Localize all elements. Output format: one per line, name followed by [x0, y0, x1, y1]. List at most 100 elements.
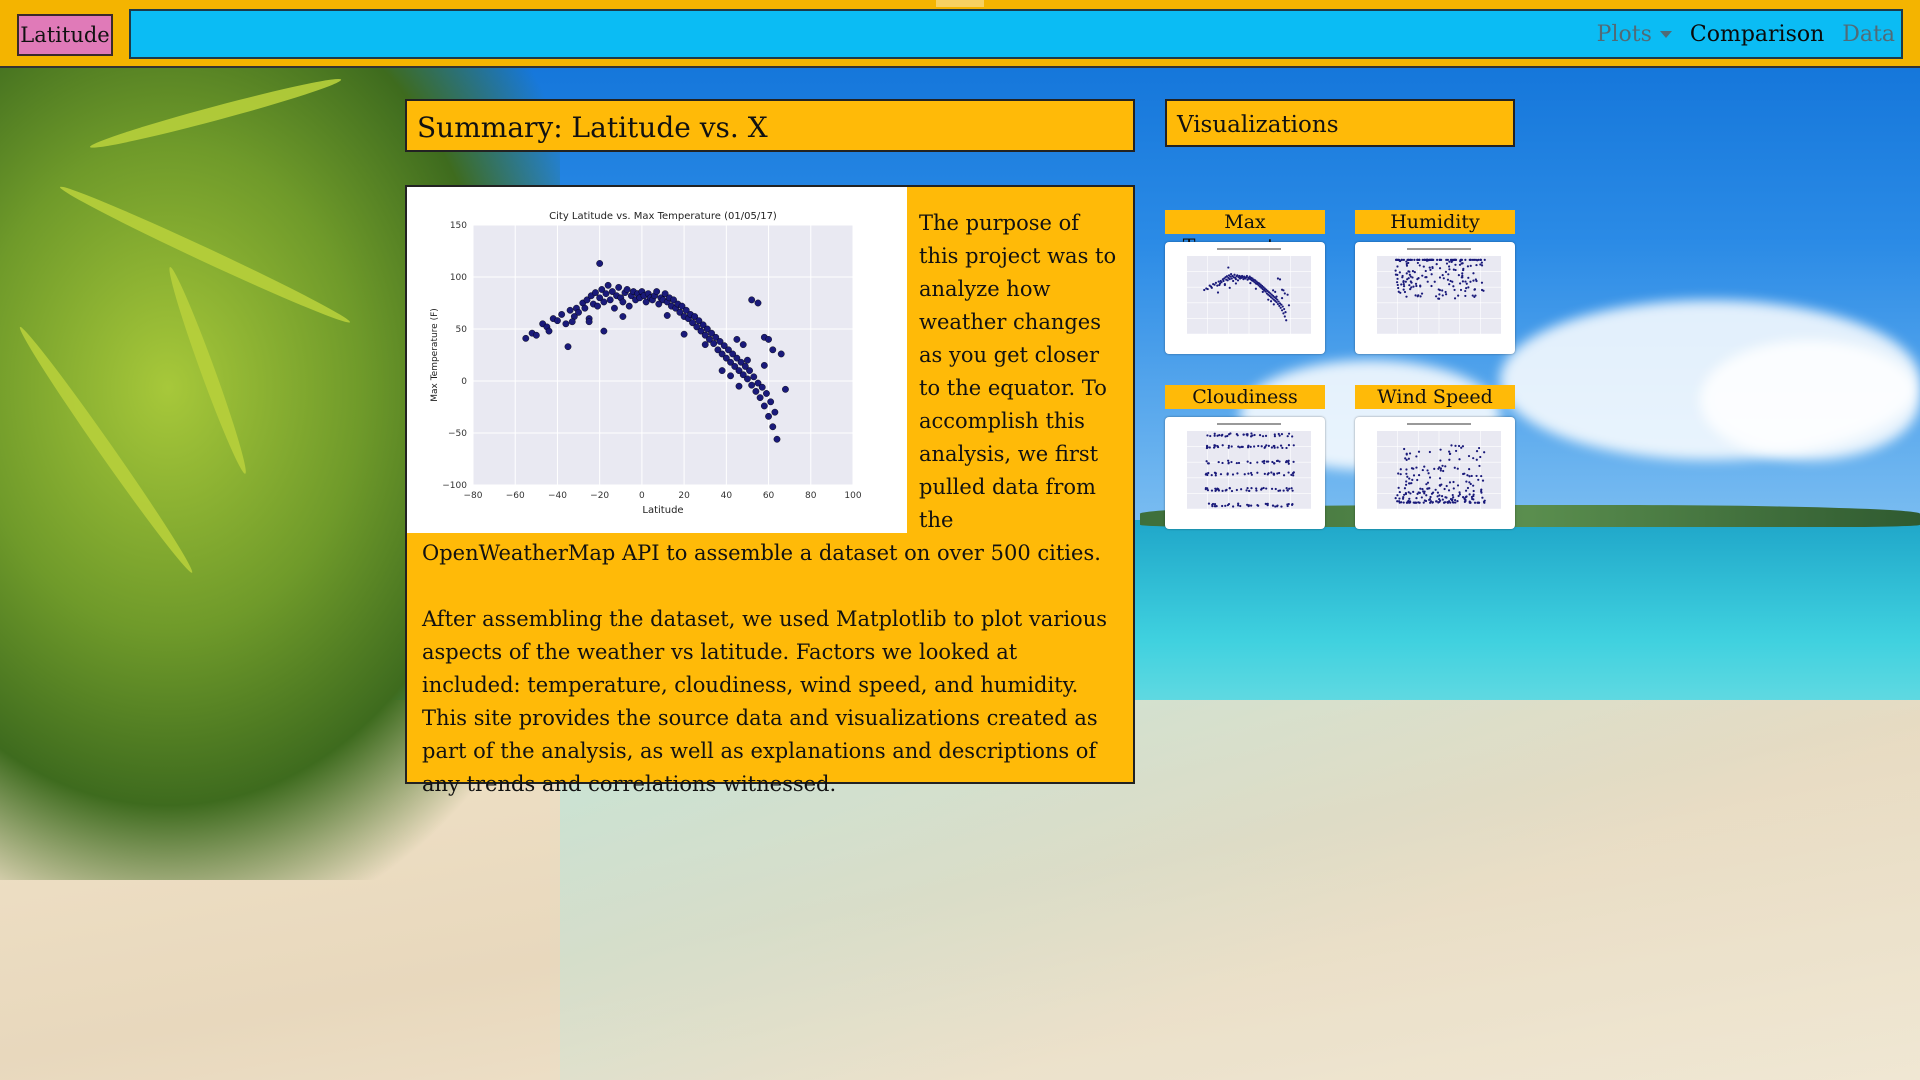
- thumb-point: [1227, 459, 1230, 462]
- thumb-point: [1280, 505, 1283, 508]
- viz-thumb-wind-speed[interactable]: [1355, 417, 1515, 529]
- nav-plots-dropdown[interactable]: Plots: [1597, 22, 1672, 47]
- data-point: [731, 363, 739, 370]
- data-point: [598, 286, 606, 293]
- thumb-point: [1464, 289, 1467, 293]
- summary-paragraph: The purpose of this project was to analy…: [422, 211, 1117, 565]
- thumb-point: [1399, 473, 1402, 476]
- thumb-point: [1257, 444, 1260, 448]
- thumb-point: [1421, 468, 1424, 472]
- thumb-point: [1219, 473, 1223, 476]
- thumb-point: [1470, 474, 1473, 478]
- thumb-point: [1287, 432, 1291, 435]
- thumb-point: [1473, 501, 1477, 504]
- thumb-point: [1454, 263, 1457, 266]
- x-tick-label: −80: [464, 491, 483, 501]
- thumb-point: [1256, 471, 1259, 474]
- thumb-point: [1477, 478, 1480, 481]
- thumb-point: [1275, 301, 1278, 304]
- viz-thumb-max-temperature[interactable]: [1165, 242, 1325, 354]
- viz-thumb-cloudiness[interactable]: [1165, 417, 1325, 529]
- data-point: [682, 306, 690, 314]
- thumb-point: [1402, 501, 1405, 504]
- thumb-point: [1265, 487, 1268, 490]
- thumb-point: [1402, 282, 1405, 286]
- thumb-point: [1251, 434, 1254, 437]
- thumb-point: [1441, 294, 1444, 297]
- thumb-point: [1214, 474, 1217, 477]
- thumb-point: [1277, 432, 1280, 436]
- thumb-point: [1445, 262, 1449, 265]
- thumb-point: [1416, 492, 1419, 495]
- cloudiness-thumbnail: [1187, 423, 1311, 510]
- thumb-point: [1250, 473, 1253, 476]
- chevron-down-icon: [1659, 31, 1672, 38]
- data-point: [619, 298, 627, 306]
- thumb-point: [1287, 444, 1291, 447]
- data-point: [725, 346, 732, 354]
- thumb-point: [1430, 273, 1433, 276]
- thumb-point: [1416, 261, 1419, 265]
- thumb-point: [1425, 483, 1428, 486]
- data-point: [655, 300, 663, 308]
- thumb-point: [1271, 460, 1274, 464]
- thumb-point: [1291, 489, 1294, 492]
- thumb-point: [1235, 461, 1238, 465]
- data-point: [771, 408, 779, 416]
- thumb-point: [1469, 264, 1472, 267]
- thumb-point: [1465, 480, 1468, 483]
- thumb-point: [1479, 263, 1482, 266]
- thumb-point: [1426, 280, 1429, 283]
- thumb-point: [1448, 260, 1451, 263]
- thumb-point: [1234, 282, 1238, 285]
- data-point: [625, 302, 633, 310]
- thumb-point: [1207, 471, 1210, 475]
- thumb-point: [1465, 495, 1468, 498]
- thumb-point: [1221, 444, 1224, 447]
- thumb-point: [1458, 491, 1461, 494]
- thumb-point: [1454, 258, 1458, 261]
- thumb-point: [1395, 281, 1399, 284]
- thumb-point: [1276, 298, 1279, 301]
- nav-plots-label: Plots: [1596, 21, 1652, 47]
- thumb-point: [1472, 272, 1475, 275]
- thumb-point: [1448, 481, 1452, 484]
- thumb-point: [1439, 448, 1442, 451]
- thumb-point: [1425, 494, 1428, 497]
- thumb-point: [1273, 433, 1276, 436]
- thumb-point: [1417, 277, 1420, 280]
- thumb-point: [1462, 267, 1465, 270]
- viz-thumb-humidity[interactable]: [1355, 242, 1515, 354]
- thumb-point: [1216, 487, 1219, 490]
- thumb-point: [1227, 461, 1230, 464]
- wind-speed-thumbnail: [1377, 423, 1501, 510]
- thumb-point: [1409, 492, 1412, 495]
- thumb-point: [1237, 502, 1240, 505]
- thumb-point: [1273, 446, 1276, 449]
- thumb-point: [1240, 488, 1243, 491]
- thumb-point: [1260, 445, 1263, 448]
- thumb-point: [1407, 277, 1410, 280]
- thumb-point: [1480, 261, 1483, 264]
- thumb-point: [1403, 487, 1407, 490]
- thumb-point: [1407, 258, 1410, 261]
- summary-title: Summary: Latitude vs. X: [405, 99, 1135, 152]
- thumb-point: [1282, 489, 1285, 492]
- thumb-point: [1290, 487, 1293, 490]
- thumb-point: [1448, 268, 1451, 271]
- thumb-point: [1216, 445, 1220, 449]
- thumb-point: [1413, 258, 1416, 261]
- thumb-point: [1453, 466, 1456, 469]
- thumb-point: [1403, 493, 1406, 496]
- thumb-point: [1266, 504, 1269, 507]
- brand-button[interactable]: Latitude: [17, 14, 113, 56]
- thumb-point: [1440, 258, 1443, 261]
- thumb-point: [1447, 273, 1450, 276]
- nav-comparison[interactable]: Comparison: [1689, 21, 1825, 47]
- thumb-point: [1214, 487, 1217, 490]
- thumb-point: [1408, 273, 1411, 276]
- nav-data[interactable]: Data: [1842, 21, 1895, 47]
- thumb-point: [1213, 432, 1216, 435]
- thumb-point: [1458, 493, 1462, 496]
- thumb-point: [1250, 432, 1253, 435]
